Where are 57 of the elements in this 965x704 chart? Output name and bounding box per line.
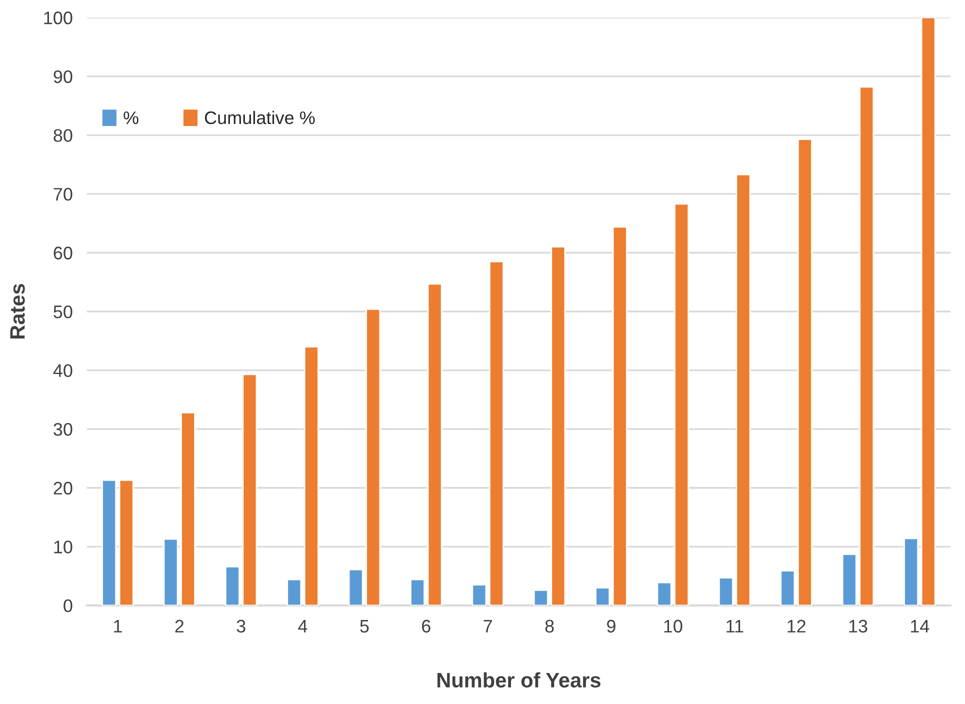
x-tick-label: 6 [422,620,430,633]
bar [859,86,874,606]
x-tick-label: 4 [298,620,308,632]
x-tick-label: 7 [484,620,492,632]
bar [304,346,319,606]
y-tick-label: 100 [44,12,72,24]
legend-label: Cumulative % [204,110,315,124]
bar [595,587,610,606]
bar [224,566,240,606]
bar [180,412,196,606]
y-tick-label: 0 [64,599,72,612]
x-tick-label: 2 [175,620,184,632]
bar [904,538,919,606]
x-tick-label: 13 [849,620,868,633]
bar [472,584,487,606]
legend-label: % [124,111,138,124]
bar [163,538,178,606]
bar [780,570,796,606]
bar [797,138,812,606]
x-tick-label: 5 [360,620,369,633]
bar [242,374,258,606]
bar [533,589,548,606]
x-tick-label: 8 [545,620,554,633]
y-tick-label: 70 [54,188,72,201]
bar [366,308,381,606]
y-tick-label: 30 [54,423,72,436]
x-tick-label: 11 [726,620,744,632]
bar [550,246,566,606]
x-tick-label: 9 [607,620,616,633]
y-tick-label: 20 [54,482,72,495]
bar [118,480,134,606]
bar [427,283,442,606]
y-tick-label: 10 [54,540,72,554]
bar [410,578,425,606]
bar [286,578,302,606]
x-tick-label: 3 [236,620,246,633]
y-tick-label: 50 [54,305,72,318]
bar [920,18,936,606]
y-axis-title: Rates [10,284,25,338]
x-tick-label: 10 [664,620,682,633]
bar [656,582,672,606]
y-tick-label: 80 [54,129,72,142]
bar [612,226,628,606]
y-tick-label: 60 [54,246,72,260]
bar [489,260,504,606]
bar [736,174,751,606]
y-tick-label: 90 [54,70,72,84]
bar [674,203,690,606]
bar [842,554,857,606]
bar [348,568,364,606]
x-tick-label: 1 [114,620,122,632]
bar [718,577,734,606]
y-tick-label: 40 [53,364,72,378]
bar [102,480,117,606]
x-tick-label: 12 [788,620,806,632]
x-tick-label: 14 [911,620,930,632]
x-axis-title: Number of Years [437,672,600,688]
